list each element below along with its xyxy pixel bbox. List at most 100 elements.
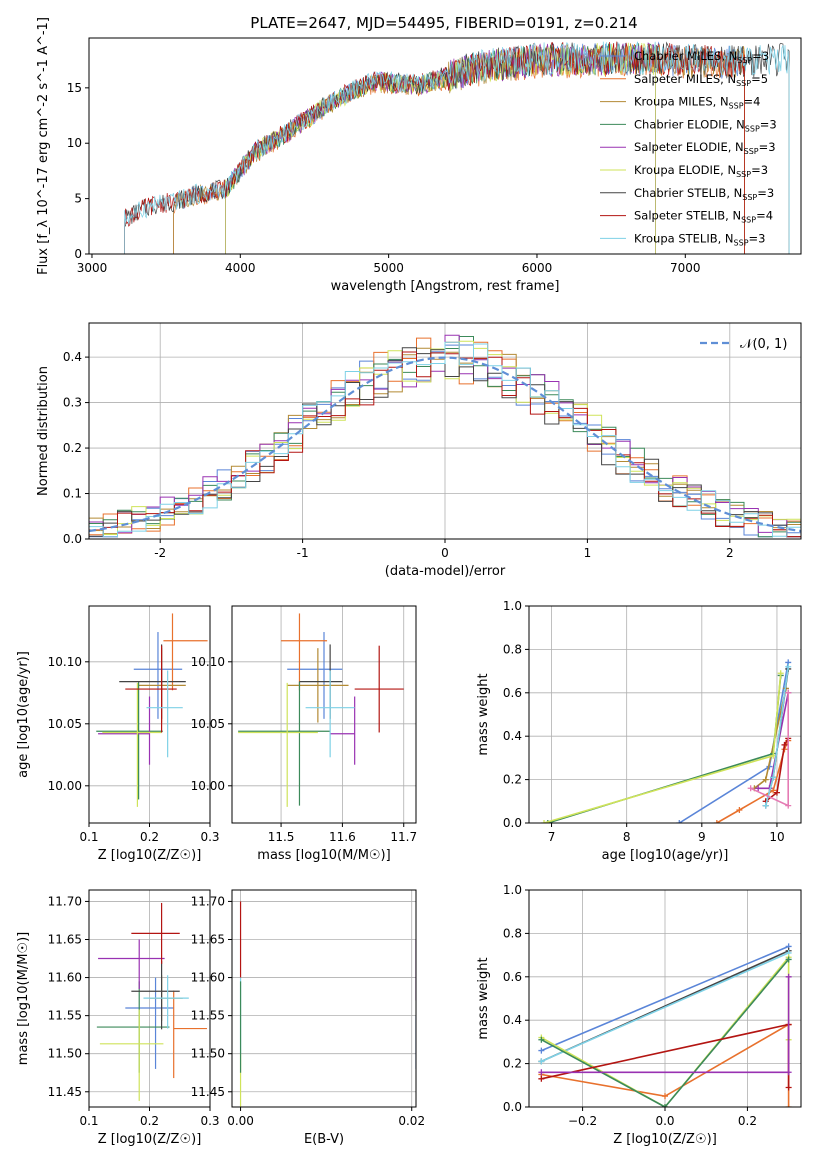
legend-count: =5 xyxy=(751,72,768,86)
weight-age-frame xyxy=(528,605,802,824)
spectrum-ytick-label: 5 xyxy=(74,192,82,206)
age-mass-xlabel: mass [log10(M/M☉)] xyxy=(257,848,390,863)
normal-curve xyxy=(89,356,801,533)
mass-metallicity-xtick-label: 0.1 xyxy=(79,1114,98,1128)
residuals-ytick-label: 0.2 xyxy=(63,441,82,455)
mass-ebv-ytick-label: 11.70 xyxy=(191,894,225,908)
spectrum-series-line xyxy=(124,41,790,254)
weight-age-ytick-label: 0.2 xyxy=(503,773,522,787)
mass-metallicity-xlabel: Z [log10(Z/Z☉)] xyxy=(98,1132,202,1147)
residuals-ytick-label: 0.0 xyxy=(63,532,82,546)
weight-age-marker xyxy=(762,802,769,809)
weight-age-marker xyxy=(541,820,548,823)
legend-sub: SSP xyxy=(736,170,751,179)
legend-entry: Chabrier ELODIE, NSSP=3 xyxy=(634,117,777,133)
weight-age-ytick-label: 0.0 xyxy=(503,816,522,830)
spectrum-ytick-label: 15 xyxy=(67,81,82,95)
residuals-frame xyxy=(88,322,802,540)
mass-ebv-xtick-label: 0.00 xyxy=(227,1114,254,1128)
age-metallicity-ytick-label: 10.05 xyxy=(48,717,82,731)
legend-sub: SSP xyxy=(745,124,760,133)
mass-ebv-ytick-label: 11.60 xyxy=(191,971,225,985)
weight-metallicity-ytick-label: 0.4 xyxy=(503,1013,522,1027)
legend-count: =3 xyxy=(759,140,776,154)
weight-metallicity-ytick-label: 0.8 xyxy=(503,926,522,940)
weight-metallicity-series-line xyxy=(541,952,789,1063)
weight-metallicity-lines xyxy=(538,943,792,1107)
legend-sub: SSP xyxy=(737,56,752,65)
weight-age-ytick-label: 0.4 xyxy=(503,729,522,743)
mass-ebv-frame xyxy=(231,889,417,1108)
weight-metallicity-ytick-label: 0.2 xyxy=(503,1057,522,1071)
legend-sub: SSP xyxy=(744,147,759,156)
age-mass-xtick-label: 11.5 xyxy=(268,830,295,844)
mass-metallicity-ylabel: mass [log10(M/M☉)] xyxy=(16,932,31,1065)
age-metallicity-points xyxy=(96,613,208,807)
mass-metallicity-ytick-label: 11.70 xyxy=(48,894,82,908)
legend-sub: SSP xyxy=(736,79,751,88)
spectrum-frame xyxy=(88,37,802,255)
spectrum-series-line xyxy=(124,41,790,254)
weight-age-marker xyxy=(713,820,720,823)
spectrum-series-line xyxy=(124,41,745,254)
age-mass-xtick-label: 11.7 xyxy=(390,830,417,844)
age-metallicity-frame xyxy=(88,605,211,824)
weight-metallicity-ylabel: mass weight xyxy=(476,957,491,1039)
weight-metallicity-marker xyxy=(785,1104,792,1107)
legend-entry: Salpeter MILES, NSSP=5 xyxy=(634,72,768,88)
mass-ebv-points xyxy=(239,901,416,1107)
weight-age-marker xyxy=(781,741,788,748)
weight-age-marker xyxy=(770,752,777,759)
weight-metallicity-marker xyxy=(538,1075,545,1082)
age-metallicity-xtick-label: 0.1 xyxy=(79,830,98,844)
spectrum-ylabel: Flux [f_λ 10^-17 erg cm^-2 s^-1 A^-1] xyxy=(36,17,51,275)
age-metallicity-xtick-label: 0.2 xyxy=(140,830,159,844)
weight-metallicity-marker xyxy=(662,1093,668,1100)
weight-metallicity-marker xyxy=(785,973,792,980)
weight-age-marker xyxy=(785,663,792,670)
age-mass-xtick-label: 11.6 xyxy=(329,830,356,844)
histogram-group xyxy=(89,334,801,538)
legend-count: =3 xyxy=(757,186,774,200)
weight-age-marker xyxy=(755,785,762,792)
weight-age-marker xyxy=(762,776,769,783)
mass-ebv-ytick-label: 11.65 xyxy=(191,932,225,946)
legend-entry: Salpeter STELIB, NSSP=4 xyxy=(634,209,773,225)
weight-age-xtick-label: 9 xyxy=(698,830,706,844)
weight-metallicity-marker xyxy=(785,1069,792,1076)
weight-age-ytick-label: 1.0 xyxy=(503,599,522,613)
spectrum-xtick-label: 3000 xyxy=(77,261,108,275)
legend-entry: Chabrier MILES, NSSP=3 xyxy=(634,49,769,65)
weight-metallicity-marker xyxy=(538,1036,545,1043)
spectrum-xtick-label: 7000 xyxy=(670,261,701,275)
weight-metallicity-ytick-label: 1.0 xyxy=(503,883,522,897)
age-metallicity-xtick-label: 0.3 xyxy=(200,830,219,844)
legend-count: =3 xyxy=(752,49,769,63)
spectrum-lines xyxy=(124,41,790,254)
residuals-xlabel: (data-model)/error xyxy=(385,564,506,579)
mass-ebv-xtick-label: 0.02 xyxy=(398,1114,425,1128)
legend-sub: SSP xyxy=(729,102,744,111)
age-mass-ytick-label: 10.05 xyxy=(191,717,225,731)
mass-metallicity-ytick-label: 11.60 xyxy=(48,971,82,985)
spectrum-xtick-label: 6000 xyxy=(522,261,553,275)
legend-sub: SSP xyxy=(741,216,756,225)
figure-title: PLATE=2647, MJD=54495, FIBERID=0191, z=0… xyxy=(250,14,637,32)
mass-ebv-ytick-label: 11.55 xyxy=(191,1009,225,1023)
legend-count: =3 xyxy=(749,231,766,245)
weight-age-xtick-label: 7 xyxy=(548,830,556,844)
legend-entry: Kroupa ELODIE, NSSP=3 xyxy=(634,163,768,179)
weight-metallicity-marker xyxy=(662,1104,668,1107)
weight-age-marker xyxy=(736,806,743,813)
weight-metallicity-marker xyxy=(538,1047,545,1054)
residuals-legend: 𝒩(0, 1) xyxy=(700,337,787,352)
residuals-ytick-label: 0.1 xyxy=(63,487,82,501)
weight-age-marker xyxy=(785,689,792,696)
age-mass-ytick-label: 10.10 xyxy=(191,655,225,669)
mass-ebv-ytick-label: 11.50 xyxy=(191,1047,225,1061)
legend-entry: Chabrier STELIB, NSSP=3 xyxy=(634,186,774,202)
spectrum-ytick-label: 0 xyxy=(74,247,82,261)
weight-age-marker xyxy=(544,820,551,823)
weight-age-lines xyxy=(541,659,792,823)
weight-metallicity-marker xyxy=(538,1069,545,1076)
